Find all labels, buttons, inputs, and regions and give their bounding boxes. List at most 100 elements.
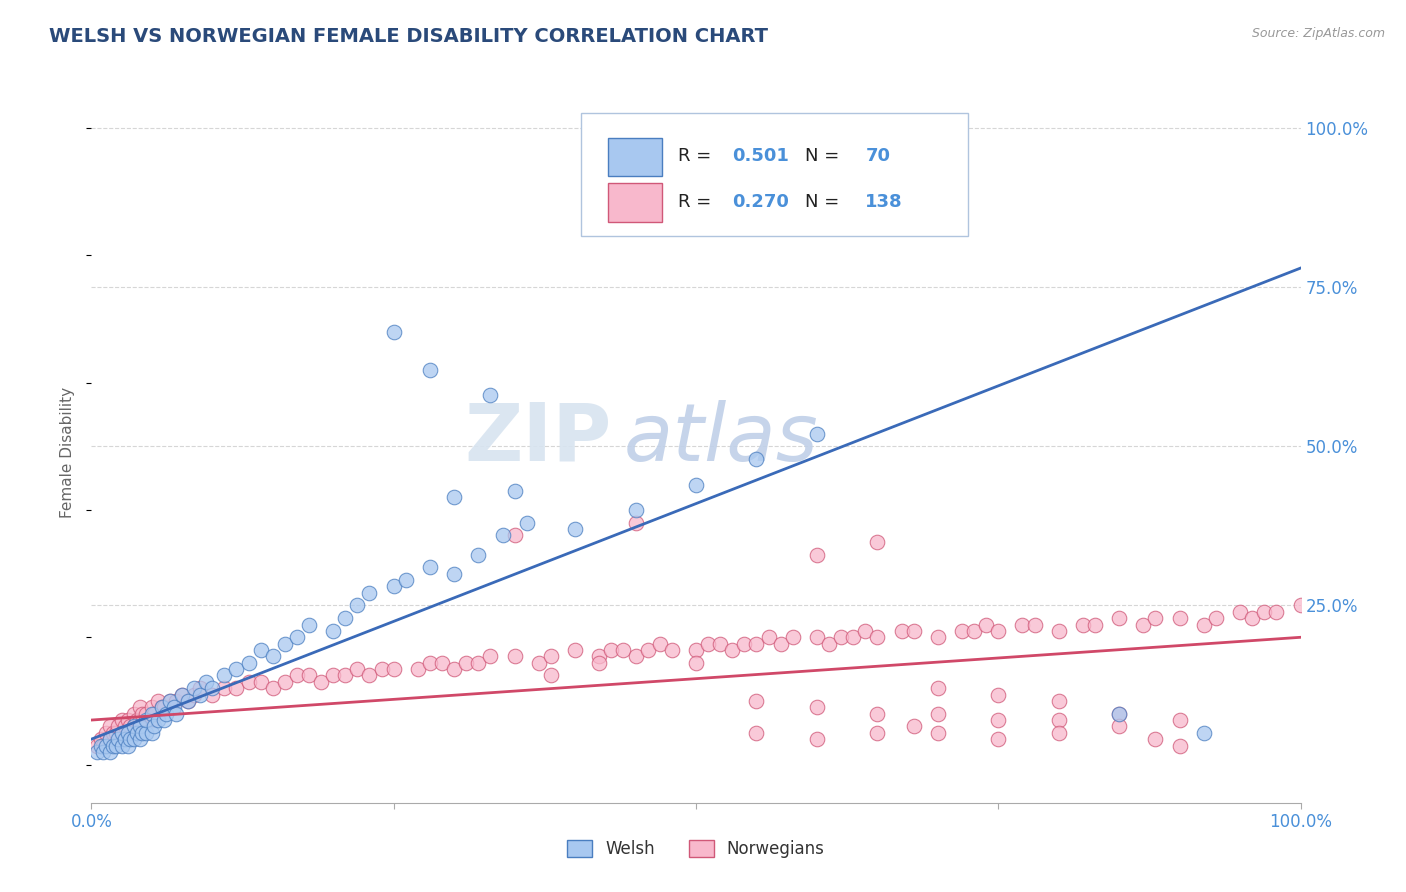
Point (624, 649, 647, 664)
Point (141, 713, 163, 727)
Point (117, 726, 139, 740)
Point (177, 694, 200, 708)
Point (745, 694, 768, 708)
Point (359, 668, 381, 682)
Point (456, 656, 478, 670)
Point (382, 662, 405, 676)
Point (183, 681, 205, 696)
Point (903, 719, 925, 733)
Point (1144, 732, 1167, 747)
Point (1108, 706, 1130, 721)
Point (1168, 713, 1191, 727)
Text: R =: R = (678, 193, 717, 211)
Point (637, 643, 659, 657)
Text: 70: 70 (865, 147, 890, 166)
Point (1241, 611, 1264, 625)
Point (769, 637, 792, 651)
Point (150, 700, 173, 714)
Text: atlas: atlas (623, 400, 818, 478)
Point (564, 522, 586, 536)
Point (1229, 605, 1251, 619)
Point (624, 503, 647, 517)
Point (1071, 617, 1094, 632)
Point (262, 681, 284, 696)
Point (107, 719, 129, 733)
Point (262, 649, 284, 664)
Point (491, 528, 513, 542)
Point (93, 745, 115, 759)
Point (146, 713, 169, 727)
Point (685, 477, 707, 491)
Point (745, 452, 768, 467)
Point (111, 726, 132, 740)
Point (697, 637, 720, 651)
Text: 0.270: 0.270 (733, 193, 789, 211)
Point (1253, 605, 1275, 619)
Point (131, 706, 153, 721)
Point (128, 700, 150, 714)
Text: N =: N = (804, 193, 845, 211)
Point (540, 668, 562, 682)
Point (806, 630, 828, 644)
Point (600, 643, 623, 657)
Point (143, 706, 166, 721)
Point (346, 599, 368, 613)
Point (86, 739, 108, 753)
Point (782, 630, 804, 644)
Point (382, 325, 405, 339)
Point (950, 624, 973, 638)
Point (322, 624, 344, 638)
Point (104, 739, 127, 753)
Point (120, 719, 142, 733)
Point (721, 643, 744, 657)
Point (987, 713, 1010, 727)
Point (842, 630, 865, 644)
Point (987, 732, 1010, 747)
Point (225, 681, 247, 696)
Point (866, 726, 889, 740)
Point (238, 656, 260, 670)
Point (214, 668, 236, 682)
Point (685, 643, 707, 657)
Point (1265, 605, 1288, 619)
Point (183, 688, 205, 702)
Point (588, 649, 610, 664)
Point (111, 726, 132, 740)
Point (201, 688, 224, 702)
Point (298, 617, 321, 632)
Point (117, 713, 139, 727)
Point (1132, 617, 1154, 632)
Point (443, 490, 465, 504)
Point (172, 688, 194, 702)
Point (806, 426, 828, 441)
Point (443, 566, 465, 581)
Point (117, 726, 139, 740)
Point (733, 637, 755, 651)
Point (153, 700, 176, 714)
Point (467, 656, 489, 670)
Point (419, 656, 441, 670)
Point (98, 719, 121, 733)
Point (1289, 599, 1312, 613)
Point (406, 662, 429, 676)
Point (114, 719, 136, 733)
Point (648, 637, 671, 651)
Point (479, 649, 502, 664)
Y-axis label: Female Disability: Female Disability (60, 387, 76, 518)
Text: R =: R = (678, 147, 717, 166)
Point (135, 713, 157, 727)
Point (359, 586, 381, 600)
Point (1024, 617, 1046, 632)
Point (806, 700, 828, 714)
Point (141, 706, 163, 721)
Point (135, 706, 157, 721)
Text: WELSH VS NORWEGIAN FEMALE DISABILITY CORRELATION CHART: WELSH VS NORWEGIAN FEMALE DISABILITY COR… (49, 27, 768, 45)
Point (1205, 611, 1227, 625)
Point (745, 726, 768, 740)
FancyBboxPatch shape (607, 183, 662, 221)
Point (285, 668, 308, 682)
Point (806, 548, 828, 562)
Point (890, 624, 912, 638)
Point (503, 483, 526, 498)
Point (927, 630, 949, 644)
